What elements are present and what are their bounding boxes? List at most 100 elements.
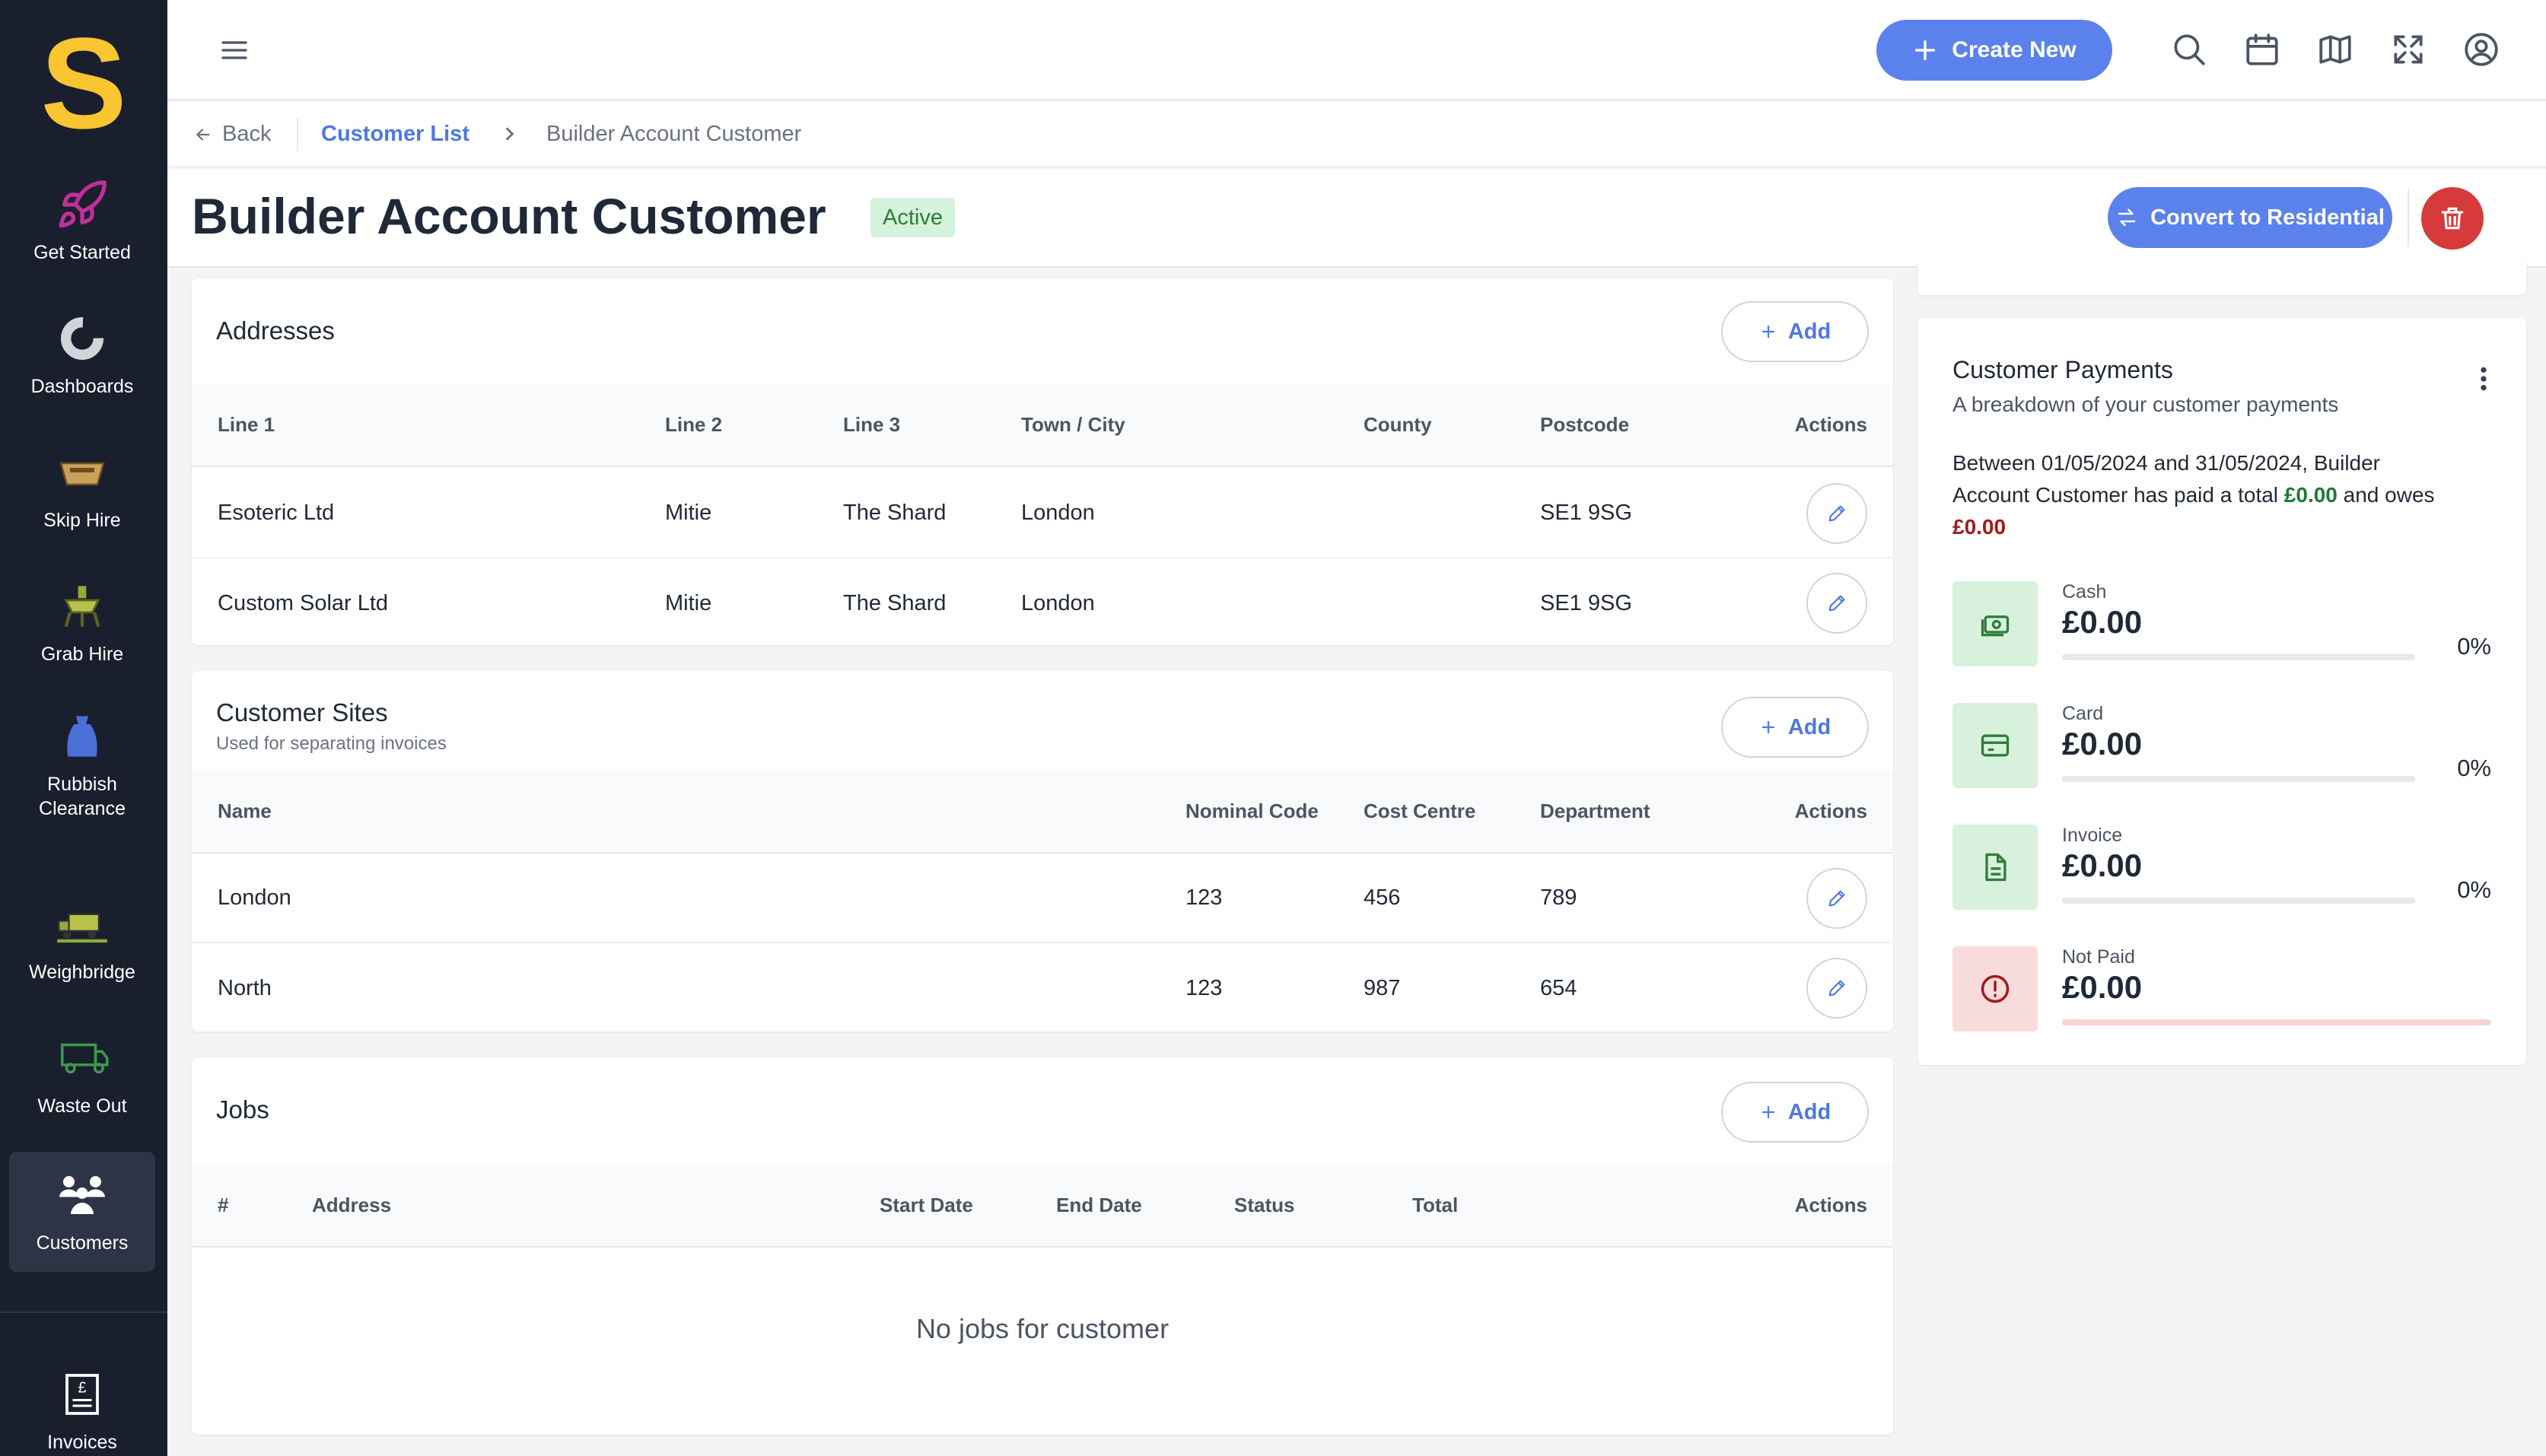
cell-town: London — [1021, 590, 1095, 615]
add-label: Add — [1787, 714, 1832, 739]
top-bar: Create New — [167, 0, 2546, 100]
more-options-icon[interactable] — [2476, 364, 2491, 394]
grab-icon — [56, 580, 109, 633]
payment-label: Card — [2062, 703, 2104, 724]
app-logo[interactable]: S — [0, 0, 167, 167]
column-header: End Date — [1056, 1193, 1142, 1216]
cash-icon — [1952, 581, 2038, 666]
table-row: London 123 456 789 — [192, 854, 1893, 943]
summary-line2-mid: and owes — [2337, 483, 2435, 507]
plus-icon — [1762, 720, 1774, 734]
user-profile-icon[interactable] — [2462, 30, 2500, 68]
payment-row-card: Card £0.00 0% — [1952, 703, 2491, 809]
sidebar-item-weighbridge[interactable]: Weighbridge — [9, 881, 155, 1001]
table-row: Custom Solar Ltd Mitie The Shard London … — [192, 558, 1893, 645]
create-new-button[interactable]: Create New — [1876, 20, 2112, 81]
payment-row-not-paid: Not Paid £0.00 — [1952, 946, 2491, 1053]
add-address-button[interactable]: Add — [1721, 301, 1869, 362]
breadcrumb: Back Customer List Builder Account Custo… — [167, 102, 2546, 167]
previous-card-bottom — [1917, 259, 2526, 295]
page-header: Builder Account Customer Active Convert … — [167, 169, 2546, 268]
edit-button[interactable] — [1806, 958, 1867, 1019]
card-icon — [1952, 703, 2038, 788]
breadcrumb-customer-list-link[interactable]: Customer List — [321, 122, 469, 146]
cell-line2: Mitie — [665, 590, 712, 615]
sidebar-item-waste-out[interactable]: Waste Out — [9, 1015, 155, 1135]
column-header: # — [218, 1193, 229, 1216]
header-divider — [2408, 189, 2409, 246]
owes-total: £0.00 — [1952, 515, 2007, 539]
cell-town: London — [1021, 500, 1095, 525]
payment-percent: 0% — [2457, 633, 2491, 660]
sidebar-item-skip-hire[interactable]: Skip Hire — [9, 429, 155, 549]
payment-amount: £0.00 — [2062, 726, 2143, 761]
payment-row-cash: Cash £0.00 0% — [1952, 581, 2491, 688]
addresses-card: Addresses Add Line 1 Line 2 Line 3 Town … — [192, 278, 1893, 645]
column-header: Actions — [1794, 799, 1867, 822]
edit-button[interactable] — [1806, 573, 1867, 634]
jobs-empty-message: No jobs for customer — [915, 1313, 1170, 1344]
menu-icon[interactable] — [219, 35, 250, 65]
convert-to-residential-button[interactable]: Convert to Residential — [2108, 187, 2392, 248]
pencil-icon — [1828, 595, 1845, 612]
map-icon[interactable] — [2316, 30, 2354, 68]
page-title: Builder Account Customer — [192, 188, 826, 244]
cell-line2: Mitie — [665, 500, 712, 525]
sites-table-header: Name Nominal Code Cost Centre Department… — [192, 770, 1893, 854]
payment-percent: 0% — [2457, 755, 2491, 781]
status-badge: Active — [870, 198, 955, 237]
column-header: Line 3 — [843, 412, 901, 436]
search-icon[interactable] — [2170, 30, 2208, 68]
back-link[interactable]: Back — [193, 122, 271, 147]
alert-icon — [1952, 946, 2038, 1032]
column-header: Total — [1412, 1193, 1459, 1216]
sidebar-item-dashboards[interactable]: Dashboards — [9, 295, 155, 415]
cell-nominal-code: 123 — [1185, 975, 1223, 1000]
paid-total: £0.00 — [2283, 483, 2338, 507]
arrow-left-icon — [196, 128, 210, 141]
payment-amount: £0.00 — [2062, 969, 2143, 1005]
sidebar-item-label: Skip Hire — [43, 509, 121, 531]
trash-icon — [2441, 207, 2464, 230]
add-label: Add — [1787, 319, 1832, 344]
sidebar-item-get-started[interactable]: Get Started — [9, 161, 155, 281]
fullscreen-icon[interactable] — [2389, 30, 2427, 68]
waste-truck-icon — [56, 1032, 109, 1085]
sidebar-item-grab-hire[interactable]: Grab Hire — [9, 563, 155, 683]
edit-button[interactable] — [1806, 483, 1867, 544]
pencil-icon — [1828, 505, 1845, 522]
pencil-icon — [1828, 890, 1845, 907]
sidebar-item-rubbish-clearance[interactable]: Rubbish Clearance — [9, 697, 155, 834]
column-header: Status — [1234, 1193, 1295, 1216]
jobs-title: Jobs — [216, 1095, 269, 1124]
sidebar-item-customers[interactable]: Customers — [9, 1152, 155, 1272]
payment-label: Invoice — [2062, 825, 2123, 846]
payment-progress-bar — [2062, 654, 2415, 660]
add-job-button[interactable]: Add — [1721, 1082, 1869, 1143]
column-header: Line 2 — [665, 412, 723, 436]
delete-button[interactable] — [2421, 187, 2484, 250]
skip-icon — [56, 446, 109, 499]
customer-payments-card: Customer Payments A breakdown of your cu… — [1917, 318, 2526, 1065]
payment-row-invoice: Invoice £0.00 0% — [1952, 825, 2491, 931]
breadcrumb-current: Builder Account Customer — [546, 122, 802, 146]
donut-chart-icon — [56, 312, 109, 365]
customer-sites-title: Customer Sites — [216, 698, 388, 726]
column-header: Department — [1540, 799, 1650, 822]
edit-button[interactable] — [1806, 868, 1867, 929]
plus-icon — [1762, 1105, 1774, 1119]
sidebar-divider — [0, 1311, 167, 1313]
sidebar-item-invoices[interactable]: £ Invoices — [9, 1351, 155, 1456]
chevron-right-icon — [501, 119, 519, 155]
cell-postcode: SE1 9SG — [1540, 500, 1632, 525]
cell-name: North — [218, 975, 272, 1000]
add-site-button[interactable]: Add — [1721, 697, 1869, 758]
payment-progress-bar — [2062, 898, 2415, 904]
cell-department: 654 — [1540, 975, 1577, 1000]
back-label: Back — [222, 122, 272, 146]
calendar-icon[interactable] — [2243, 30, 2281, 68]
customer-sites-subtitle: Used for separating invoices — [216, 733, 447, 754]
cell-line1: Custom Solar Ltd — [218, 590, 389, 615]
addresses-table-header: Line 1 Line 2 Line 3 Town / City County … — [192, 383, 1893, 467]
payments-subtitle: A breakdown of your customer payments — [1952, 393, 2339, 416]
